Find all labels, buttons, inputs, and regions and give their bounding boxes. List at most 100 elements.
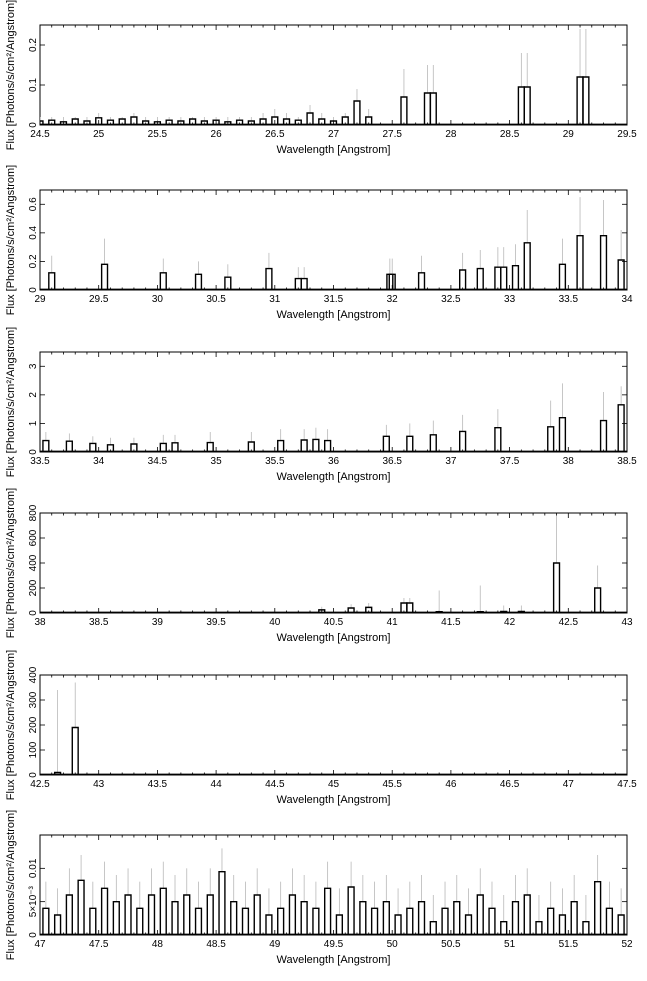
x-tick-label: 43 — [621, 617, 633, 628]
x-tick-label: 48.5 — [206, 939, 226, 950]
y-tick-label: 0 — [28, 610, 39, 616]
x-tick-label: 30.5 — [206, 294, 226, 305]
flux-bin — [100, 887, 109, 935]
data-layer — [40, 383, 627, 452]
flux-bin — [552, 562, 561, 613]
x-tick-label: 37 — [445, 456, 457, 467]
data-layer — [40, 682, 627, 775]
y-tick-label: 0 — [28, 287, 39, 293]
x-tick-label: 33.5 — [559, 294, 579, 305]
flux-bin — [594, 880, 602, 935]
flux-bin — [65, 440, 73, 452]
flux-bin — [171, 442, 179, 452]
x-tick-label: 47.5 — [89, 939, 109, 950]
flux-bin — [218, 870, 226, 935]
flux-bin — [523, 86, 531, 125]
flux-bin — [576, 235, 584, 290]
x-tick-label: 26.5 — [265, 129, 285, 140]
data-layer — [40, 515, 627, 613]
flux-bin — [488, 907, 496, 935]
flux-bin — [547, 426, 555, 452]
x-tick-label: 26 — [211, 129, 223, 140]
plot-frame — [39, 189, 628, 291]
flux-bin — [417, 900, 426, 935]
flux-bin — [617, 404, 625, 452]
x-axis-label: Wavelength [Angstrom] — [277, 309, 391, 321]
flux-bin — [271, 116, 279, 125]
flux-bin — [394, 914, 402, 935]
x-tick-label: 47 — [34, 939, 46, 950]
flux-bin — [359, 900, 367, 935]
y-tick-label: 800 — [28, 504, 39, 521]
flux-bin — [159, 442, 167, 452]
x-tick-label: 34.5 — [148, 456, 168, 467]
x-tick-label: 34 — [621, 294, 633, 305]
x-tick-label: 32 — [387, 294, 399, 305]
flux-bin — [294, 119, 302, 125]
x-tick-label: 29 — [563, 129, 575, 140]
y-tick-label: 0 — [28, 122, 39, 128]
flux-bin — [124, 894, 132, 935]
x-tick-label: 50.5 — [441, 939, 461, 950]
flux-bin — [48, 272, 56, 290]
x-tick-label: 33.5 — [30, 456, 50, 467]
flux-bin — [429, 434, 437, 452]
flux-bin — [48, 119, 56, 125]
flux-bin — [194, 273, 203, 290]
flux-bin — [130, 443, 138, 452]
flux-bin — [558, 417, 567, 452]
plot-frame — [39, 351, 628, 453]
data-layer — [40, 848, 627, 935]
x-tick-label: 38.5 — [89, 617, 109, 628]
flux-bin — [547, 907, 555, 935]
y-tick-label: 0.2 — [28, 254, 39, 268]
flux-bin — [118, 118, 126, 125]
flux-bin — [365, 606, 373, 613]
flux-bin — [300, 277, 308, 290]
spectrum-panel-1: 24.5 25 25.5 26 26.5 27 27.5 28 28.5 29 29.5 0 0.1 0.… — [5, 0, 637, 156]
flux-bin — [500, 920, 508, 935]
flux-bin — [312, 907, 320, 935]
flux-bin — [212, 119, 220, 125]
x-tick-label: 29 — [34, 294, 46, 305]
x-tick-label: 25.5 — [148, 129, 168, 140]
flux-bin — [65, 894, 73, 935]
y-axis-label: Flux [Photons/s/cm²/Angstrom] — [5, 165, 17, 315]
plot-frame — [39, 24, 628, 126]
x-tick-label: 46.5 — [500, 779, 520, 790]
flux-bin — [153, 121, 162, 125]
flux-bin — [599, 419, 608, 452]
flux-bin — [335, 914, 344, 935]
data-layer — [40, 197, 627, 290]
flux-bin — [100, 263, 109, 290]
flux-bin — [312, 438, 320, 452]
x-tick-label: 43.5 — [148, 779, 168, 790]
flux-bin — [224, 121, 232, 125]
x-tick-label: 50 — [387, 939, 399, 950]
flux-bin — [617, 914, 625, 935]
flux-bin — [323, 887, 332, 935]
flux-bin — [423, 92, 432, 125]
x-tick-label: 42 — [504, 617, 516, 628]
flux-bin — [459, 430, 467, 452]
flux-bin — [106, 119, 115, 125]
flux-bin — [464, 914, 473, 935]
x-axis-label: Wavelength [Angstrom] — [277, 794, 391, 806]
flux-bin — [406, 907, 414, 935]
y-tick-label: 3 — [28, 363, 39, 369]
spectrum-panel-5: 42.5 43 43.5 44 44.5 45 45.5 46 46.5 47 47.5 0 100 20… — [5, 650, 637, 806]
x-tick-label: 38.5 — [617, 456, 637, 467]
x-tick-label: 34 — [93, 456, 105, 467]
x-tick-label: 27.5 — [382, 129, 402, 140]
flux-bin — [558, 263, 567, 290]
flux-bin — [40, 120, 44, 125]
flux-bin — [95, 117, 103, 125]
x-tick-label: 48 — [152, 939, 164, 950]
flux-bin — [200, 120, 208, 125]
x-tick-label: 43 — [93, 779, 105, 790]
y-tick-label: 5×10⁻³ — [28, 885, 39, 917]
flux-bin — [558, 914, 567, 935]
flux-bin — [300, 900, 308, 935]
flux-bin — [353, 100, 361, 125]
